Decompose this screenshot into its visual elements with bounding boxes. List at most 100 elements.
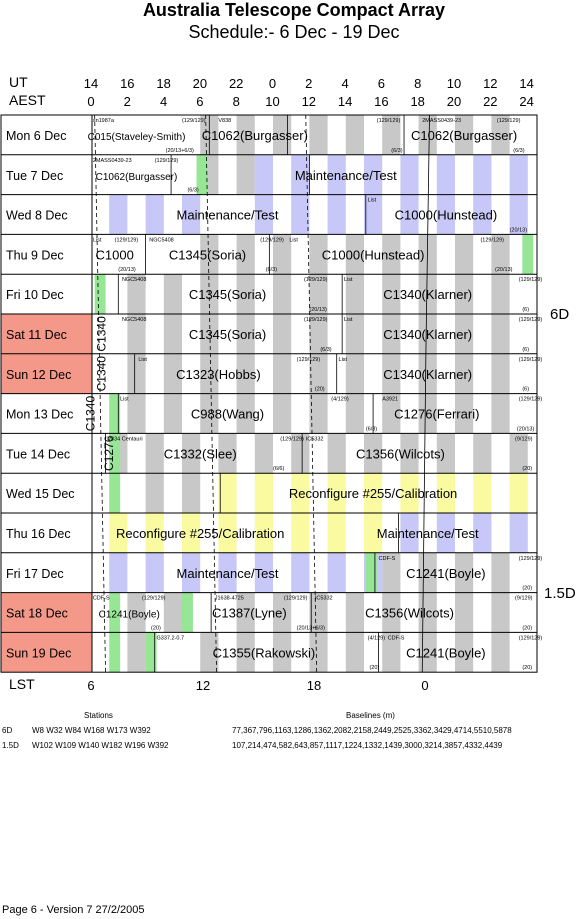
grey-stripe: [236, 393, 255, 434]
aest-tick: 12: [302, 94, 316, 109]
grey-stripe: [455, 552, 474, 593]
lavender-stripe: [182, 552, 201, 593]
grey-stripe: [309, 632, 328, 673]
small-annotation: List: [344, 277, 353, 283]
grey-stripe: [273, 274, 292, 314]
green-stripe: [145, 632, 157, 673]
grey-stripe: [236, 274, 255, 314]
grey-stripe: [127, 274, 146, 314]
station-row-config: 6D: [2, 726, 13, 735]
small-annotation: (9/129): [515, 436, 533, 442]
project-label: C1356(Wilcots): [356, 446, 445, 461]
lavender-stripe: [254, 194, 273, 235]
lavender-stripe: [291, 552, 310, 593]
weekend-highlight: [1, 632, 92, 673]
grey-stripe: [309, 234, 328, 275]
small-annotation: (20): [522, 466, 532, 472]
grey-stripe: [491, 592, 510, 633]
grey-stripe: [127, 393, 146, 434]
green-stripe: [109, 473, 121, 513]
page-footer: Page 6 - Version 7 27/2/2005: [2, 904, 145, 916]
yellow-stripe: [218, 513, 237, 553]
yellow-stripe: [291, 513, 310, 553]
grey-stripe: [163, 393, 182, 434]
grey-stripe: [273, 393, 292, 434]
ut-tick: 22: [229, 76, 243, 91]
yellow-stripe: [364, 513, 383, 553]
small-annotation: (129/129): [519, 277, 543, 283]
day-label: Thu 16 Dec: [6, 527, 71, 541]
lavender-stripe: [364, 194, 383, 235]
grey-stripe: [309, 353, 328, 394]
ut-tick: 14: [84, 76, 98, 91]
day-label: Tue 14 Dec: [6, 447, 70, 461]
vertical-project-label: C1276: [102, 435, 116, 471]
small-annotation: (9/129): [515, 596, 533, 602]
grey-stripe: [309, 314, 328, 354]
yellow-stripe: [109, 513, 128, 553]
small-annotation: IC5332: [315, 596, 333, 602]
aest-tick: 16: [374, 94, 388, 109]
grey-stripe: [382, 234, 401, 275]
station-row-stations: W102 W109 W140 W182 W196 W392: [32, 741, 169, 750]
lst-dashed-line: [94, 114, 106, 673]
station-row-baselines: 77,367,796,1163,1286,1362,2082,2158,2449…: [232, 726, 512, 735]
small-annotation: (20): [151, 625, 161, 631]
lavender-stripe: [182, 194, 201, 235]
lavender-stripe: [364, 154, 383, 195]
small-annotation: (20/13): [510, 227, 528, 233]
small-annotation: List: [289, 237, 298, 243]
grey-stripe: [382, 274, 401, 314]
grey-stripe: [236, 115, 255, 155]
grey-stripe: [455, 353, 474, 394]
small-annotation: V834 Centauri: [107, 436, 142, 442]
ut-tick: 6: [378, 76, 385, 91]
grey-stripe: [236, 353, 255, 394]
yellow-stripe: [218, 473, 237, 513]
lst-dashed-line: [205, 114, 217, 673]
day-label: Fri 17 Dec: [6, 567, 64, 581]
grey-stripe: [345, 632, 364, 673]
project-label: C1345(Soria): [189, 287, 266, 302]
yellow-stripe: [254, 473, 273, 513]
yellow-stripe: [400, 473, 419, 513]
grey-stripe: [491, 115, 510, 155]
grey-stripe: [418, 393, 437, 434]
small-annotation: List: [138, 357, 147, 363]
grey-stripe: [309, 274, 328, 314]
ut-tick: 16: [120, 76, 134, 91]
lavender-stripe: [473, 513, 492, 553]
ut-tick: 18: [156, 76, 170, 91]
lavender-stripe: [291, 154, 310, 195]
lst-zero-line: [421, 114, 430, 673]
grey-stripe: [491, 274, 510, 314]
small-annotation: G337.2-0.7: [157, 635, 185, 641]
lst-label: LST: [9, 676, 35, 692]
ut-tick: 20: [193, 76, 207, 91]
schedule-subtitle: Schedule:- 6 Dec - 19 Dec: [188, 22, 400, 42]
small-annotation: List: [339, 357, 348, 363]
aest-tick: 10: [265, 94, 279, 109]
small-annotation: List: [93, 237, 102, 243]
page-title: Australia Telescope Compact Array: [142, 0, 446, 20]
vertical-project-label: C1340: [95, 316, 109, 352]
grey-stripe: [382, 393, 401, 434]
aest-tick: 4: [160, 94, 167, 109]
aest-label: AEST: [9, 92, 46, 108]
lavender-stripe: [473, 194, 492, 235]
small-annotation: (6/3): [391, 148, 402, 154]
grey-stripe: [127, 632, 146, 673]
yellow-stripe: [364, 473, 383, 513]
grey-stripe: [455, 115, 474, 155]
grey-stripe: [254, 433, 273, 474]
lst-tick: 6: [87, 678, 94, 693]
day-label: Mon 6 Dec: [6, 129, 66, 143]
grey-stripe: [491, 393, 510, 434]
yellow-stripe: [473, 473, 492, 513]
yellow-stripe: [327, 513, 346, 553]
day-label: Thu 9 Dec: [6, 248, 64, 262]
lavender-stripe: [436, 194, 455, 235]
small-annotation: (129/129): [519, 397, 543, 403]
yellow-stripe: [436, 473, 455, 513]
